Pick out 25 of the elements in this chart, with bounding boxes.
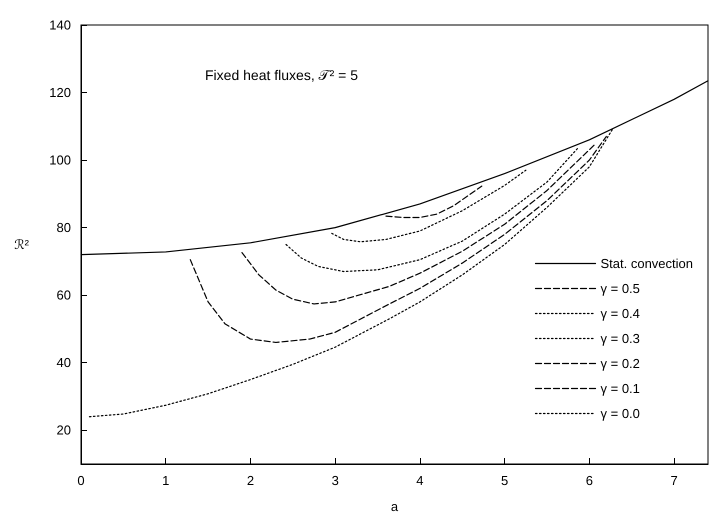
x-tick-label: 5 (501, 473, 508, 488)
y-tick-label: 120 (49, 85, 71, 100)
y-tick-label: 20 (56, 422, 71, 438)
x-axis-title: a (390, 499, 399, 514)
legend-label: γ = 0.2 (600, 356, 640, 371)
legend-label: Stat. convection (600, 256, 693, 271)
y-tick-label: 140 (49, 18, 71, 32)
x-tick-label: 1 (162, 473, 170, 488)
legend-label: γ = 0.0 (600, 406, 640, 421)
y-tick-label: 60 (56, 288, 71, 303)
y-tick-label: 40 (56, 355, 71, 370)
x-tick-label: 4 (416, 473, 424, 488)
x-tick-label: 7 (670, 473, 678, 488)
legend-label: γ = 0.4 (600, 306, 640, 321)
legend-label: γ = 0.5 (600, 281, 640, 296)
x-tick-label: 0 (77, 473, 85, 488)
x-tick-label: 6 (586, 473, 593, 488)
y-tick-label: 100 (49, 152, 71, 168)
legend-label: γ = 0.3 (600, 331, 640, 346)
x-tick-label: 3 (332, 473, 339, 488)
y-axis-title: ℛ² (14, 237, 30, 252)
legend-label: γ = 0.1 (600, 381, 640, 396)
annotation: Fixed heat fluxes, 𝒯² = 5 (205, 67, 358, 83)
y-tick-label: 80 (56, 220, 71, 236)
x-tick-label: 2 (246, 473, 254, 488)
